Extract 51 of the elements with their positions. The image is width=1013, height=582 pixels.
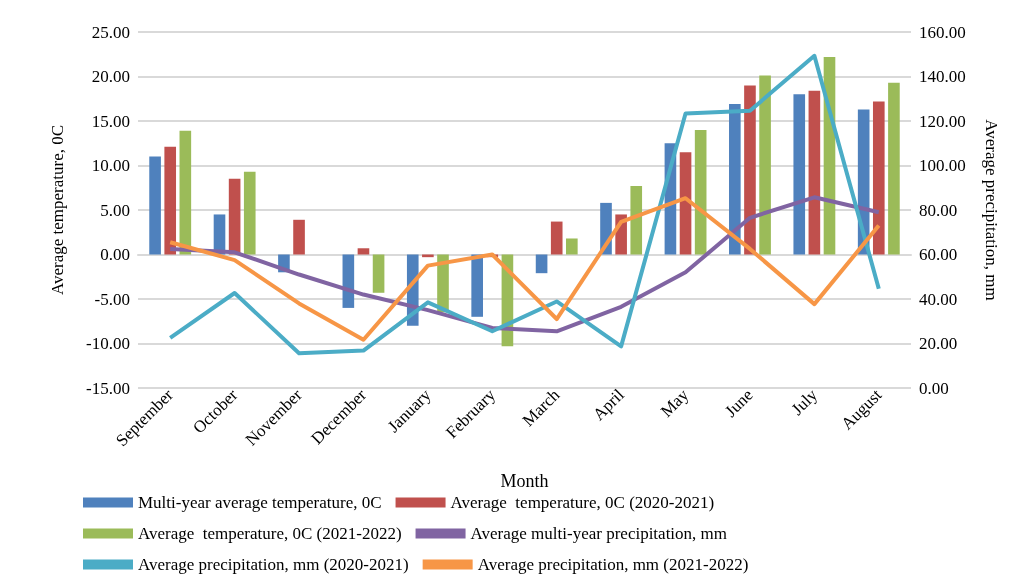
x-axis-title: Month <box>500 471 549 491</box>
y2-tick-label: 0.00 <box>919 378 949 398</box>
y-tick-label: 15.00 <box>91 111 130 131</box>
bar <box>744 85 756 255</box>
line-series <box>168 53 881 356</box>
bar <box>808 90 821 255</box>
legend-label: Average precipitation, mm (2020-2021) <box>138 555 409 574</box>
bar <box>759 75 771 255</box>
bar <box>535 254 548 274</box>
bar <box>164 146 177 255</box>
y-tick-label: 0.00 <box>100 245 130 264</box>
bar <box>293 219 305 255</box>
bar <box>630 185 643 255</box>
bar <box>679 152 692 255</box>
x-tick-label: June <box>721 385 757 421</box>
x-tick-label: July <box>787 384 822 419</box>
legend-label: Average precipitation, mm (2021-2022) <box>477 555 749 574</box>
legend-label: Multi-year average temperature, 0C <box>138 493 382 512</box>
y-tick-label: -10.00 <box>86 334 130 353</box>
legend-label: Average temperature, 0C (2020-2021) <box>450 493 715 512</box>
y-tick-label: -5.00 <box>94 289 130 309</box>
bar <box>228 178 241 255</box>
bar <box>550 221 563 255</box>
bar <box>566 238 578 255</box>
bar <box>372 254 385 293</box>
y-tick-label: 25.00 <box>91 22 130 42</box>
y2-tick-label: 40.00 <box>919 289 958 309</box>
y2-tick-label: 100.00 <box>919 156 966 175</box>
bar <box>471 254 483 317</box>
y-axis-title: Average temperature, 0C <box>48 124 67 296</box>
legend-label: Average temperature, 0C (2021-2022) <box>138 524 402 543</box>
y2-tick-label: 20.00 <box>919 334 958 353</box>
bar <box>729 104 741 255</box>
bar <box>872 101 885 255</box>
y-tick-label: 5.00 <box>100 200 130 220</box>
bar <box>793 94 806 255</box>
y2-axis-title: Average precipitation, mm <box>982 119 1001 301</box>
y2-tick-label: 140.00 <box>919 67 966 86</box>
y2-tick-label: 60.00 <box>919 245 958 264</box>
bar <box>149 156 161 255</box>
bar <box>694 129 707 255</box>
legend-label: Average multi-year precipitation, mm <box>470 524 728 543</box>
y2-tick-label: 80.00 <box>919 200 958 220</box>
y-tick-label: 20.00 <box>91 67 130 86</box>
bar <box>357 248 370 255</box>
x-tick-label: May <box>656 384 693 421</box>
y2-tick-label: 120.00 <box>919 111 966 131</box>
y-tick-label: 10.00 <box>91 156 130 175</box>
y2-tick-label: 160.00 <box>919 22 966 42</box>
bar <box>888 82 900 255</box>
bar <box>243 171 256 255</box>
